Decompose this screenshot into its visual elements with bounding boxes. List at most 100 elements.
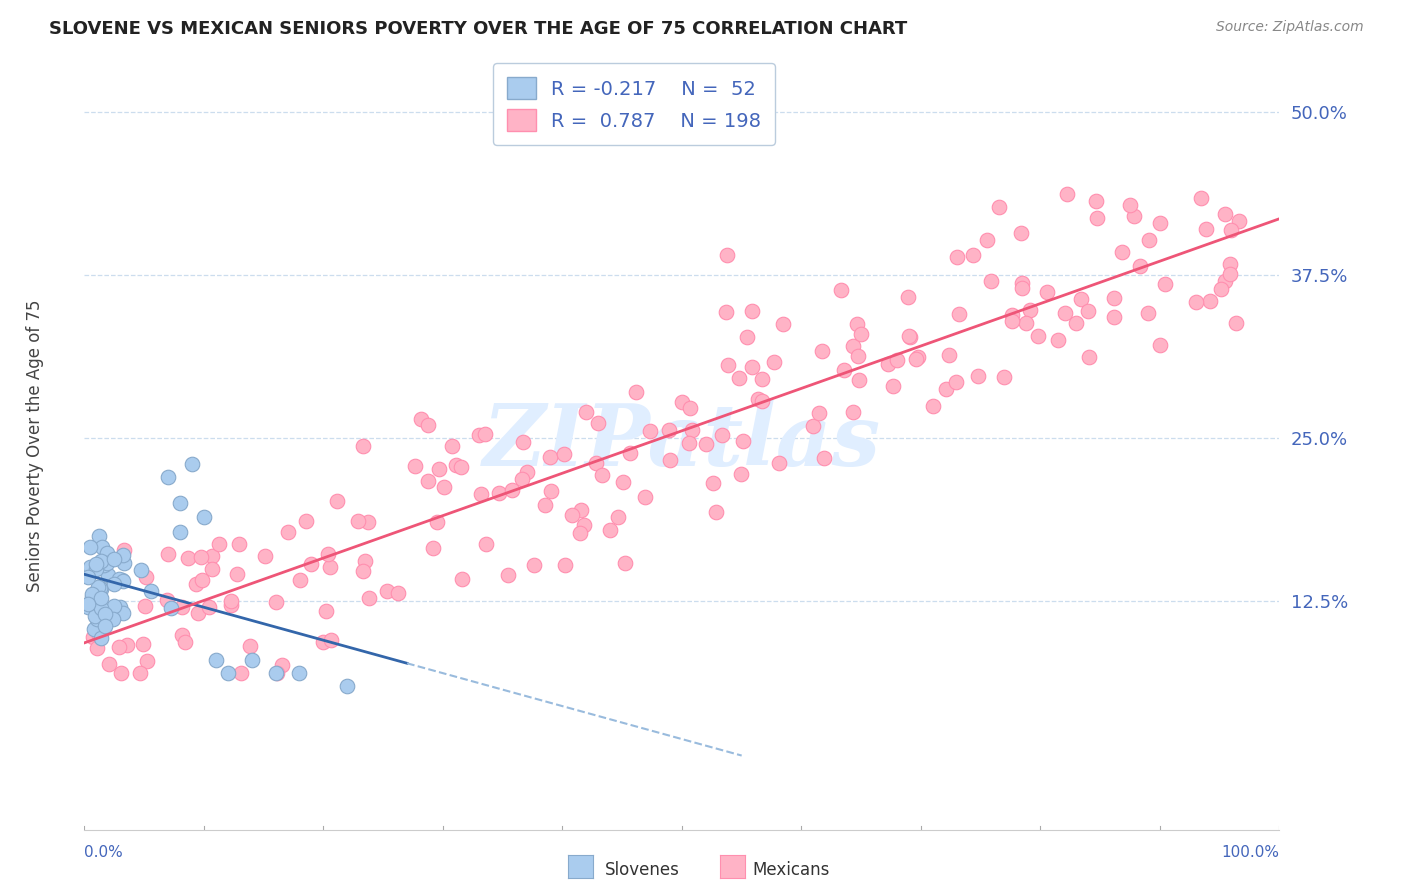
Point bbox=[658, 423, 681, 437]
Point bbox=[727, 371, 749, 385]
Point bbox=[117, 639, 139, 653]
Point bbox=[1015, 316, 1038, 330]
Point bbox=[112, 606, 135, 620]
Text: ZIPatlas: ZIPatlas bbox=[482, 400, 882, 483]
Point bbox=[1104, 310, 1126, 325]
Point bbox=[316, 547, 339, 561]
Point bbox=[704, 505, 727, 519]
Point bbox=[599, 523, 621, 537]
Point bbox=[946, 251, 969, 265]
Point bbox=[808, 406, 831, 420]
Point bbox=[882, 378, 904, 392]
Point bbox=[842, 405, 865, 419]
Point bbox=[846, 349, 869, 363]
Point bbox=[716, 305, 738, 319]
Point bbox=[846, 317, 869, 331]
Point bbox=[90, 554, 112, 568]
Point bbox=[832, 363, 855, 377]
Point bbox=[679, 401, 702, 415]
Point bbox=[575, 404, 598, 418]
Point bbox=[96, 556, 118, 570]
Point bbox=[1010, 227, 1032, 241]
Point bbox=[475, 537, 498, 551]
Point bbox=[1184, 295, 1206, 310]
Point bbox=[702, 475, 724, 490]
Point bbox=[94, 619, 117, 633]
Point bbox=[830, 283, 852, 297]
Point bbox=[201, 562, 224, 576]
Point bbox=[79, 560, 101, 574]
Point bbox=[103, 599, 125, 614]
Point bbox=[612, 475, 634, 489]
Point bbox=[190, 550, 212, 565]
Point bbox=[470, 487, 492, 501]
Point bbox=[101, 612, 124, 626]
Point bbox=[711, 428, 734, 442]
Point bbox=[512, 434, 534, 449]
Point bbox=[134, 599, 156, 613]
Point bbox=[1111, 244, 1133, 259]
Point bbox=[1227, 214, 1250, 228]
Text: 0.0%: 0.0% bbox=[84, 846, 124, 860]
Point bbox=[1056, 186, 1078, 201]
Point bbox=[159, 601, 181, 615]
Point bbox=[886, 352, 908, 367]
Point bbox=[357, 515, 380, 529]
Point bbox=[277, 525, 299, 540]
Point bbox=[416, 474, 439, 488]
Point bbox=[474, 426, 496, 441]
Point bbox=[988, 200, 1011, 214]
Point bbox=[898, 330, 921, 344]
Point bbox=[141, 584, 163, 599]
Point bbox=[523, 558, 546, 573]
Point bbox=[801, 418, 824, 433]
Point bbox=[1213, 207, 1236, 221]
Point bbox=[89, 581, 111, 595]
Point bbox=[239, 640, 262, 654]
Point bbox=[751, 393, 773, 408]
Point bbox=[193, 509, 215, 524]
Point bbox=[730, 467, 752, 481]
Point bbox=[904, 351, 927, 366]
Point bbox=[898, 329, 921, 343]
Point bbox=[219, 594, 242, 608]
Point bbox=[387, 585, 409, 599]
Point bbox=[315, 604, 337, 618]
Point bbox=[591, 467, 613, 482]
Point bbox=[731, 434, 754, 448]
Point bbox=[326, 494, 349, 508]
Point bbox=[849, 327, 872, 342]
Point bbox=[658, 453, 681, 467]
Point bbox=[84, 562, 107, 576]
Point bbox=[747, 392, 769, 406]
Point bbox=[240, 653, 263, 667]
Point bbox=[80, 591, 103, 605]
Point bbox=[84, 557, 107, 571]
Point bbox=[375, 584, 398, 599]
Point bbox=[129, 665, 152, 680]
Point bbox=[962, 248, 984, 262]
Point bbox=[751, 372, 773, 386]
Point bbox=[110, 666, 132, 681]
Point bbox=[266, 666, 288, 681]
Point bbox=[966, 369, 988, 384]
Point bbox=[311, 635, 333, 649]
Point bbox=[295, 514, 318, 528]
Point bbox=[922, 399, 945, 413]
Point bbox=[427, 462, 450, 476]
Point bbox=[935, 382, 957, 396]
Point bbox=[553, 447, 575, 461]
Point bbox=[1011, 281, 1033, 295]
Point bbox=[638, 424, 661, 438]
Point bbox=[136, 654, 159, 668]
Point bbox=[208, 537, 231, 551]
Point bbox=[83, 622, 105, 636]
Point bbox=[111, 548, 134, 562]
Point bbox=[993, 369, 1015, 384]
Point bbox=[450, 460, 472, 475]
Point bbox=[501, 483, 523, 497]
Text: Slovenes: Slovenes bbox=[605, 861, 679, 879]
Point bbox=[976, 233, 998, 247]
Point bbox=[87, 629, 110, 643]
Point bbox=[1149, 337, 1171, 351]
